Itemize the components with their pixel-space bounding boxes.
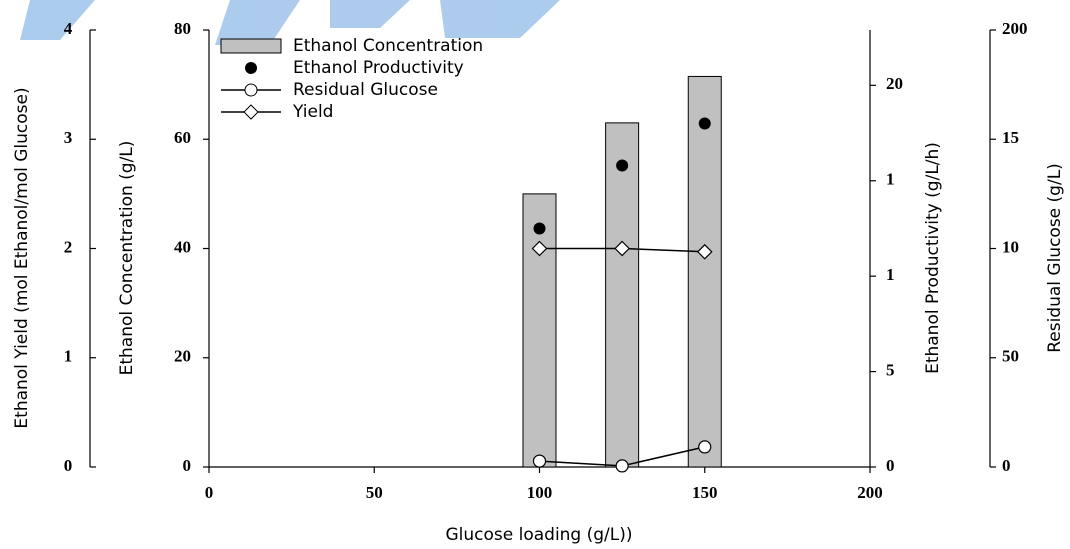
y4-tick-label: 2 [64,237,73,256]
y-tick-label: 0 [183,456,192,475]
legend-label: Residual Glucose [293,80,438,100]
y3-tick-label: 50 [1002,347,1019,366]
x-tick-label: 100 [527,483,553,502]
y3-tick-label: 200 [1002,19,1028,38]
y4-tick-label: 3 [64,128,73,147]
y-tick-label: 60 [174,128,191,147]
bar [605,122,640,468]
watermark-shape [440,0,560,38]
y2-tick-label: 20 [886,74,903,93]
point [614,240,630,257]
legend-swatch [244,83,258,97]
watermark-shape [330,0,410,28]
point [696,243,713,260]
x-axis-title: Glucose loading (g/L)) [445,525,632,545]
y3-tick-label: 15 [1002,128,1019,147]
y2-tick-label: 5 [886,360,895,379]
legend-label: Ethanol Productivity [293,58,464,78]
bar [687,75,722,468]
y-tick-label: 80 [174,19,191,38]
watermark [20,0,560,45]
y-tick-label: 40 [174,237,191,256]
y-axis-title: Ethanol Concentration (g/L) [117,141,137,376]
legend-swatch [220,38,282,54]
legend-label: Yield [292,102,333,122]
point [531,240,548,257]
y3-axis-title: Residual Glucose (g/L) [1045,163,1065,353]
y2-tick-label: 0 [886,456,895,475]
point [533,222,546,235]
x-tick-label: 200 [857,483,883,502]
legend-swatch [243,104,259,120]
y4-tick-label: 0 [64,456,73,475]
y2-tick-label: 1 [886,265,895,284]
watermark-shape [215,0,300,45]
point [532,454,547,468]
point [698,440,712,454]
y4-tick-label: 1 [64,347,73,366]
y3-tick-label: 10 [1002,237,1019,256]
y3-tick-label: 0 [1002,456,1011,475]
y2-axis-title: Ethanol Productivity (g/L/h) [923,142,943,374]
point [615,459,629,473]
point [616,159,629,172]
y-tick-label: 20 [174,347,191,366]
x-tick-label: 150 [692,483,718,502]
x-tick-label: 50 [366,483,383,502]
bar [522,193,557,468]
x-tick-label: 0 [205,483,214,502]
legend-swatch [245,62,257,74]
y4-axis-title: Ethanol Yield (mol Ethanol/mol Glucose) [12,87,32,428]
point [698,117,711,130]
legend-label: Ethanol Concentration [293,36,483,56]
y2-tick-label: 1 [886,170,895,189]
y4-tick-label: 4 [64,19,73,38]
watermark-shape [20,0,95,40]
